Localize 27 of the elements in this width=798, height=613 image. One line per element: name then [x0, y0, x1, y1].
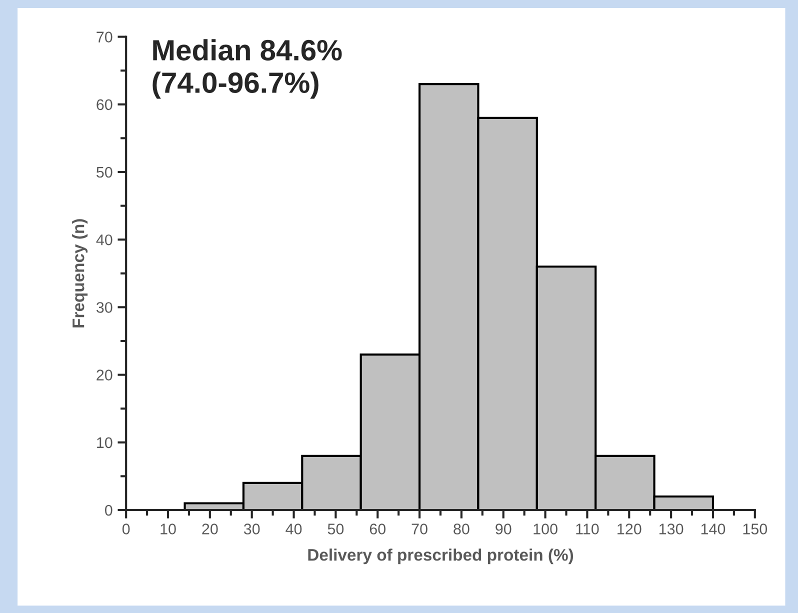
- y-tick-label: 50: [96, 166, 112, 178]
- y-tick-label: 40: [96, 234, 112, 246]
- x-tick-label: 120: [618, 524, 642, 534]
- y-tick-label: 30: [96, 302, 112, 313]
- x-tick-label: 150: [743, 524, 768, 534]
- x-tick-label: 60: [370, 524, 386, 534]
- y-tick-label: 70: [96, 32, 112, 42]
- x-tick-label: 80: [454, 524, 470, 534]
- x-axis-title: Delivery of prescribed protein (%): [308, 548, 574, 564]
- y-tick-label: 20: [96, 370, 112, 380]
- x-tick-label: 90: [496, 524, 512, 534]
- x-tick-label: 40: [286, 524, 302, 534]
- y-axis-title: Frequency (n): [72, 219, 88, 328]
- x-tick-label: 0: [122, 524, 130, 534]
- x-tick-label: 70: [412, 524, 428, 534]
- y-tick-label: 60: [96, 99, 112, 110]
- x-tick-label: 140: [701, 524, 726, 534]
- annotation: Median 84.6% (74.0-96.7%): [152, 39, 342, 99]
- x-tick-label: 30: [244, 524, 260, 534]
- x-tick-label: 130: [659, 524, 684, 534]
- x-tick-label: 10: [160, 524, 176, 534]
- x-tick-label: 110: [576, 524, 599, 534]
- x-tick-label: 100: [534, 524, 558, 534]
- y-tick-label: 10: [97, 437, 112, 448]
- x-tick-label: 50: [328, 524, 344, 534]
- y-tick-label: 0: [104, 504, 112, 516]
- x-tick-label: 20: [202, 524, 218, 534]
